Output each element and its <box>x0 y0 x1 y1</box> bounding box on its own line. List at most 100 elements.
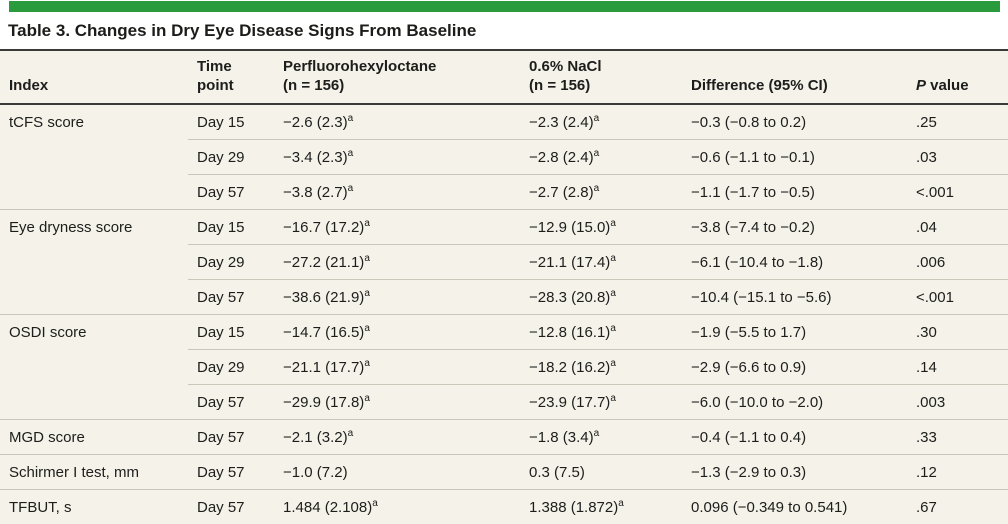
cell-value: .003 <box>916 394 946 411</box>
p-value-cell: <.001 <box>907 174 1008 210</box>
cell-value: .30 <box>916 324 937 341</box>
perfluorohexyloctane-value-cell: −27.2 (21.1)a <box>274 244 520 280</box>
cell-value: Day 57 <box>197 289 245 306</box>
footnote-marker: a <box>364 393 370 404</box>
p-value-cell: .003 <box>907 384 1008 420</box>
p-value-cell: .006 <box>907 244 1008 280</box>
cell-value: Day 57 <box>197 464 245 481</box>
nacl-value-cell: −18.2 (16.2)a <box>520 349 682 385</box>
time-point-cell: Day 29 <box>188 139 274 175</box>
nacl-value-cell: 1.388 (1.872)a <box>520 489 682 524</box>
footnote-marker: a <box>593 148 600 159</box>
footnote-marker: a <box>347 183 354 194</box>
cell-value: Day 15 <box>197 114 245 131</box>
p-value-cell: .67 <box>907 489 1008 524</box>
table-row: Day 29 −3.4 (2.3)a −2.8 (2.4)a −0.6 (−1.1 t… <box>0 139 1008 175</box>
difference-cell: −1.3 (−2.9 to 0.3) <box>682 454 907 490</box>
cell-value: .14 <box>916 359 937 376</box>
nacl-value-cell: −12.8 (16.1)a <box>520 314 682 350</box>
cell-value: −3.8 (−7.4 to −0.2) <box>691 219 815 236</box>
p-value-rest-label: value <box>926 77 969 94</box>
time-point-cell: Day 57 <box>188 174 274 210</box>
cell-value: .25 <box>916 114 937 131</box>
cell-value: −38.6 (21.9) <box>283 289 365 306</box>
cell-value: −3.4 (2.3) <box>283 149 348 166</box>
perfluorohexyloctane-value-cell: −2.1 (3.2)a <box>274 419 520 455</box>
cell-value: −6.0 (−10.0 to −2.0) <box>691 394 824 411</box>
footnote-marker: a <box>347 428 354 439</box>
footnote-marker: a <box>618 498 624 509</box>
cell-value: 0.3 (7.5) <box>529 464 585 481</box>
footnote-marker: a <box>364 323 370 334</box>
footnote-marker: a <box>364 358 370 369</box>
table-row: tCFS score Day 15 −2.6 (2.3)a −2.3 (2.4)a −0… <box>0 103 1008 210</box>
header-row: Index Time point Perfluorohexyloctane (n… <box>0 50 1008 105</box>
cell-value: Day 29 <box>197 149 245 166</box>
column-header-index: Index <box>0 50 188 105</box>
cell-value: .03 <box>916 149 937 166</box>
cell-value: −21.1 (17.7) <box>283 359 365 376</box>
table-row: Schirmer I test, mm Day 57 −1.0 (7.2) 0.3 (… <box>0 454 1008 490</box>
cell-value: 1.484 (2.108) <box>283 499 373 516</box>
footnote-marker: a <box>364 253 370 264</box>
table-row: Eye dryness score Day 15 −16.7 (17.2)a −12.… <box>0 209 1008 315</box>
footnote-marker: a <box>610 218 616 229</box>
table-row: MGD score Day 57 −2.1 (3.2)a −1.8 (3.4)a −0.… <box>0 419 1008 455</box>
time-point-cell: Day 29 <box>188 244 274 280</box>
footnote-marker: a <box>610 358 616 369</box>
nacl-value-cell: −1.8 (3.4)a <box>520 419 682 455</box>
footnote-marker: a <box>610 288 616 299</box>
perfluorohexyloctane-value-cell: −38.6 (21.9)a <box>274 279 520 315</box>
cell-value: .006 <box>916 254 946 271</box>
difference-cell: 0.096 (−0.349 to 0.541) <box>682 489 907 524</box>
cell-value: −28.3 (20.8) <box>529 289 611 306</box>
p-value-cell: .03 <box>907 139 1008 175</box>
table-accent-bar <box>9 1 1000 12</box>
table-row: OSDI score Day 15 −14.7 (16.5)a −12.8 (16.1… <box>0 314 1008 420</box>
nacl-value-cell: 0.3 (7.5) <box>520 454 682 490</box>
table-row: Day 57 −3.8 (2.7)a −2.7 (2.8)a −1.1 (−1.7 t… <box>0 174 1008 210</box>
cell-value: −2.6 (2.3) <box>283 114 348 131</box>
data-table: Index Time point Perfluorohexyloctane (n… <box>0 49 1008 524</box>
perfluorohexyloctane-value-cell: −3.4 (2.3)a <box>274 139 520 175</box>
difference-cell: −0.3 (−0.8 to 0.2) <box>682 103 907 140</box>
perfluorohexyloctane-value-cell: −14.7 (16.5)a <box>274 314 520 350</box>
time-point-cell: Day 15 <box>188 209 274 245</box>
index-cell: tCFS score <box>0 103 188 210</box>
footnote-marker: a <box>364 218 370 229</box>
time-point-cell: Day 57 <box>188 384 274 420</box>
table-row: Day 57 −29.9 (17.8)a −23.9 (17.7)a −6.0 (−1… <box>0 384 1008 420</box>
difference-cell: −2.9 (−6.6 to 0.9) <box>682 349 907 385</box>
footnote-marker: a <box>364 288 370 299</box>
cell-value: −27.2 (21.1) <box>283 254 365 271</box>
index-cell: Schirmer I test, mm <box>0 454 188 490</box>
cell-value: −2.1 (3.2) <box>283 429 348 446</box>
column-header-p-value: P value <box>907 50 1008 105</box>
cell-value: Day 15 <box>197 219 245 236</box>
nacl-value-cell: −28.3 (20.8)a <box>520 279 682 315</box>
cell-value: <.001 <box>916 184 954 201</box>
table-title: Table 3. Changes in Dry Eye Disease Sign… <box>8 21 477 40</box>
footnote-marker: a <box>347 113 354 124</box>
time-point-cell: Day 57 <box>188 419 274 455</box>
cell-value: −0.3 (−0.8 to 0.2) <box>691 114 807 131</box>
cell-value: .04 <box>916 219 937 236</box>
cell-value: −12.8 (16.1) <box>529 324 611 341</box>
difference-cell: −1.9 (−5.5 to 1.7) <box>682 314 907 350</box>
cell-value: −2.3 (2.4) <box>529 114 594 131</box>
p-value-cell: .30 <box>907 314 1008 350</box>
time-point-cell: Day 15 <box>188 103 274 140</box>
difference-cell: −6.1 (−10.4 to −1.8) <box>682 244 907 280</box>
cell-value: −0.4 (−1.1 to 0.4) <box>691 429 807 446</box>
cell-value: −23.9 (17.7) <box>529 394 611 411</box>
nacl-value-cell: −12.9 (15.0)a <box>520 209 682 245</box>
cell-value: Day 57 <box>197 499 245 516</box>
cell-value: Day 57 <box>197 184 245 201</box>
footnote-marker: a <box>347 148 354 159</box>
p-value-cell: .33 <box>907 419 1008 455</box>
cell-value: Day 29 <box>197 254 245 271</box>
nacl-value-cell: −2.8 (2.4)a <box>520 139 682 175</box>
cell-value: Day 15 <box>197 324 245 341</box>
difference-cell: −0.4 (−1.1 to 0.4) <box>682 419 907 455</box>
